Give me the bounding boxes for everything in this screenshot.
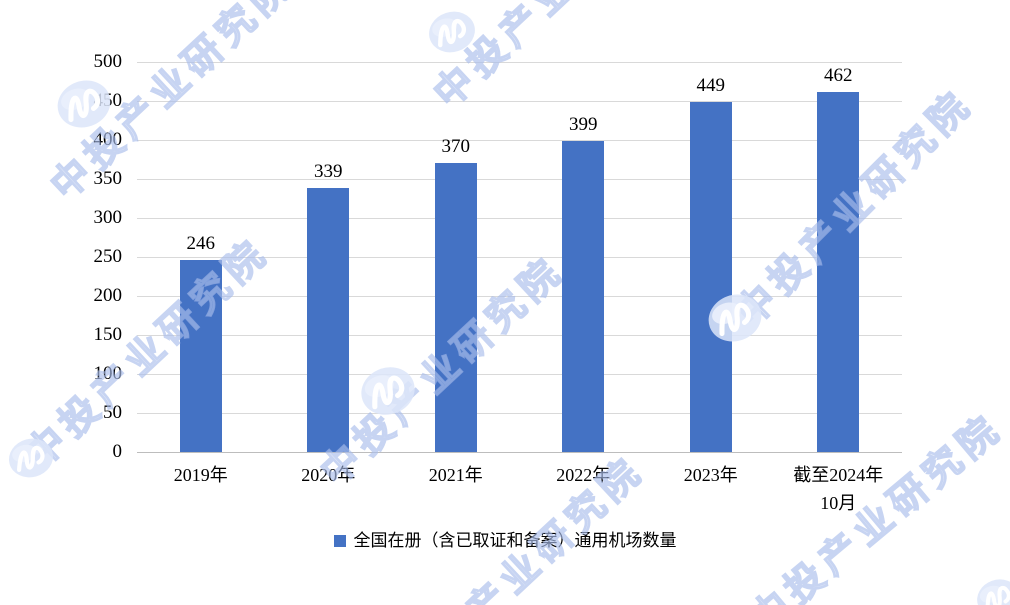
bar-slot: 370 bbox=[392, 62, 520, 452]
bar bbox=[179, 260, 222, 452]
x-category-label: 2020年 bbox=[301, 465, 356, 485]
gridline bbox=[137, 374, 902, 375]
gridline bbox=[137, 101, 902, 102]
bar-value-label: 370 bbox=[441, 136, 471, 158]
y-tick-label: 150 bbox=[93, 324, 123, 345]
bar-slot: 449 bbox=[647, 62, 775, 452]
y-tick-label: 500 bbox=[93, 51, 123, 72]
bar-value-label: 462 bbox=[824, 64, 853, 86]
plot-area: 246 339 370 399 449 462 bbox=[137, 62, 903, 453]
bar bbox=[689, 101, 732, 452]
y-tick-label: 50 bbox=[103, 402, 122, 423]
y-tick-label: 400 bbox=[93, 129, 123, 150]
x-category-label: 2019年 bbox=[173, 465, 228, 485]
y-tick-label: 250 bbox=[93, 246, 123, 267]
gridline bbox=[137, 257, 902, 258]
bar bbox=[562, 140, 605, 452]
gridline bbox=[137, 335, 902, 336]
gridline bbox=[137, 296, 902, 297]
bar-value-label: 449 bbox=[696, 74, 726, 96]
bar-value-label: 339 bbox=[314, 160, 343, 182]
gridline bbox=[137, 413, 902, 414]
gridline bbox=[137, 218, 902, 219]
bar bbox=[434, 163, 477, 452]
bar-value-label: 246 bbox=[186, 233, 216, 255]
gridline bbox=[137, 179, 902, 180]
y-tick-label: 300 bbox=[93, 207, 123, 228]
watermark-logo bbox=[970, 572, 1010, 605]
x-category-label: 2022年 bbox=[556, 465, 611, 485]
x-category-label: 2021年 bbox=[428, 465, 483, 485]
legend: 全国在册（含已取证和备案）通用机场数量 bbox=[0, 529, 1010, 553]
gridline bbox=[137, 62, 902, 63]
bar bbox=[817, 91, 860, 452]
gridline bbox=[137, 140, 902, 141]
y-tick-label: 200 bbox=[93, 285, 123, 306]
x-category-label: 截至2024年 10月 bbox=[793, 465, 884, 513]
y-tick-label: 450 bbox=[93, 90, 123, 111]
ocn-oval-logo-icon bbox=[977, 579, 1010, 605]
y-tick-label: 350 bbox=[93, 168, 123, 189]
bar-slot: 339 bbox=[265, 62, 393, 452]
x-axis: 2019年 2020年 2021年 2022年 2023年 截至2024年 10月 bbox=[137, 462, 902, 518]
bar-slot: 399 bbox=[520, 62, 648, 452]
legend-marker-icon bbox=[333, 535, 346, 547]
bar-value-label: 399 bbox=[569, 113, 598, 135]
x-category-label: 2023年 bbox=[683, 465, 738, 485]
ocn-oval-logo-icon bbox=[429, 11, 475, 53]
bar bbox=[307, 187, 350, 452]
y-tick-label: 100 bbox=[93, 363, 123, 384]
bar-slot: 462 bbox=[775, 62, 903, 452]
legend-label: 全国在册（含已取证和备案）通用机场数量 bbox=[353, 531, 677, 550]
bar-slot: 246 bbox=[137, 62, 265, 452]
watermark-logo bbox=[421, 1, 482, 63]
y-tick-label: 0 bbox=[112, 441, 123, 462]
gridline bbox=[137, 452, 902, 453]
